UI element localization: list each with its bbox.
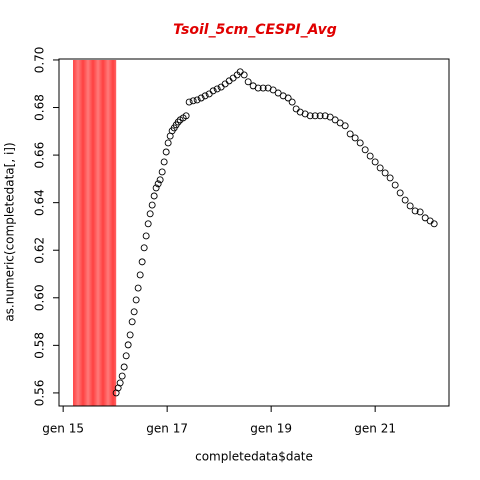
point [430, 220, 438, 228]
x-axis-label: completedata$date [195, 450, 313, 464]
point [193, 96, 201, 104]
point [189, 97, 197, 105]
point [361, 146, 369, 154]
point [130, 308, 138, 316]
point [116, 379, 124, 387]
point [174, 118, 182, 126]
point [391, 181, 399, 189]
point [326, 113, 334, 121]
y-tick-label: 0.66 [33, 142, 47, 169]
point [269, 86, 277, 94]
point [122, 352, 130, 360]
point [154, 180, 162, 188]
point [118, 372, 126, 380]
y-tick-label: 0.60 [33, 284, 47, 311]
plot-box [58, 58, 450, 407]
point [240, 71, 248, 79]
point [386, 174, 394, 182]
point [336, 119, 344, 127]
point [381, 169, 389, 177]
point [140, 244, 148, 252]
x-tick-label: gen 19 [250, 422, 292, 436]
point [185, 98, 193, 106]
point [406, 202, 414, 210]
point [126, 331, 134, 339]
point [156, 176, 164, 184]
point [213, 85, 221, 93]
point [201, 92, 209, 100]
point [331, 116, 339, 124]
point [292, 105, 300, 113]
point [209, 87, 217, 95]
point [401, 196, 409, 204]
y-axis-label: as.numeric(completedata[, i]) [3, 142, 17, 321]
x-tick-label: gen 15 [42, 422, 84, 436]
point [164, 139, 172, 147]
x-tick-label: gen 17 [146, 422, 188, 436]
point [254, 84, 262, 92]
point [120, 363, 128, 371]
point [351, 134, 359, 142]
y-tick-label: 0.62 [33, 237, 47, 264]
x-tick-label: gen 21 [354, 422, 396, 436]
point [288, 98, 296, 106]
point [259, 84, 267, 92]
point [132, 296, 140, 304]
point [376, 164, 384, 172]
point [284, 94, 292, 102]
point [416, 208, 424, 216]
point [244, 78, 252, 86]
point [356, 139, 364, 147]
y-tick-label: 0.70 [33, 47, 47, 74]
point [138, 258, 146, 266]
point [366, 152, 374, 160]
point [306, 112, 314, 120]
point [124, 341, 132, 349]
point [134, 284, 142, 292]
point [411, 207, 419, 215]
point [160, 158, 168, 166]
y-tick-label: 0.68 [33, 94, 47, 121]
point [146, 210, 154, 218]
y-tick-label: 0.58 [33, 332, 47, 359]
point [148, 201, 156, 209]
point [396, 189, 404, 197]
point [316, 112, 324, 120]
point [274, 89, 282, 97]
point [341, 122, 349, 130]
point [128, 318, 136, 326]
point [182, 112, 190, 120]
y-tick-label: 0.64 [33, 189, 47, 216]
point [158, 168, 166, 176]
point [150, 192, 158, 200]
chart-title: Tsoil_5cm_CESPI_Avg [173, 22, 337, 38]
point [142, 232, 150, 240]
point [371, 158, 379, 166]
point [144, 220, 152, 228]
point [136, 271, 144, 279]
point [311, 112, 319, 120]
y-tick-label: 0.56 [33, 380, 47, 407]
highlight-band [73, 60, 117, 406]
point [221, 80, 229, 88]
point [421, 214, 429, 222]
point [162, 148, 170, 156]
point [321, 112, 329, 120]
point [197, 94, 205, 102]
point [152, 184, 160, 192]
point [346, 130, 354, 138]
